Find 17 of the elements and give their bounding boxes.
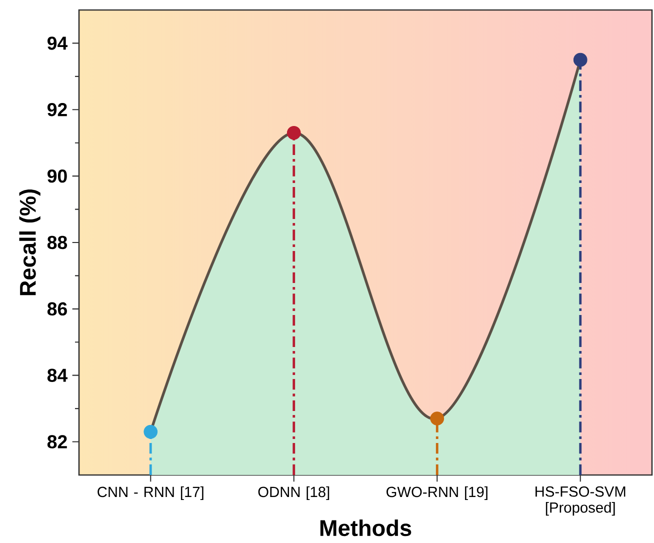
x-tick-label: CNN - RNN [17] xyxy=(98,486,204,500)
x-tick-label: ODNN [18] xyxy=(258,486,330,500)
point xyxy=(286,126,301,140)
x-tick-label: GWO-RNN [19] xyxy=(386,486,488,500)
y-tick-label: 88 xyxy=(47,236,68,250)
point xyxy=(573,52,588,67)
x-tick-label: HS-FSO-SVM [Proposed] xyxy=(536,486,626,516)
point xyxy=(430,412,444,426)
y-tick-label: 82 xyxy=(47,435,67,448)
point xyxy=(144,424,158,439)
y-tick-label: 86 xyxy=(47,302,67,316)
y-tick-label: 92 xyxy=(48,103,67,116)
y-tick-label: 90 xyxy=(48,169,67,183)
y-tick-label: 94 xyxy=(48,36,68,50)
x-axis-title: Methods xyxy=(320,519,412,536)
y-axis-title: Recall (%) xyxy=(19,189,40,296)
y-tick-label: 84 xyxy=(47,368,68,382)
